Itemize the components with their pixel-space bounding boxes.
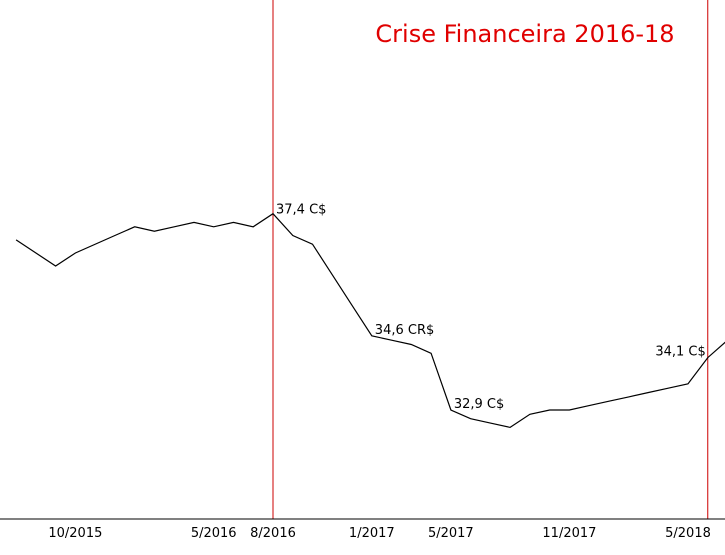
data-labels: 37,4 C$ 34,6 CR$ 32,9 C$ 34,1 C$ — [276, 203, 706, 412]
data-label-0: 37,4 C$ — [276, 203, 326, 218]
x-tick-labels: 10/2015 5/2016 8/2016 1/2017 5/2017 11/2017 5/… — [48, 526, 711, 541]
x-tick-label-6: 5/2018 — [665, 526, 711, 541]
series-line — [15, 212, 725, 429]
chart-title: Crise Financeira 2016-18 — [375, 20, 674, 48]
x-tick-label-3: 1/2017 — [349, 526, 395, 541]
data-label-1: 34,6 CR$ — [375, 323, 434, 338]
x-tick-label-1: 5/2016 — [191, 526, 237, 541]
marker-lines — [272, 0, 709, 519]
data-label-3: 34,1 C$ — [655, 345, 705, 360]
x-tick-label-0: 10/2015 — [48, 526, 102, 541]
data-label-2: 32,9 C$ — [454, 397, 504, 412]
x-tick-label-5: 11/2017 — [542, 526, 596, 541]
x-tick-label-4: 5/2017 — [428, 526, 474, 541]
x-tick-label-2: 8/2016 — [250, 526, 296, 541]
